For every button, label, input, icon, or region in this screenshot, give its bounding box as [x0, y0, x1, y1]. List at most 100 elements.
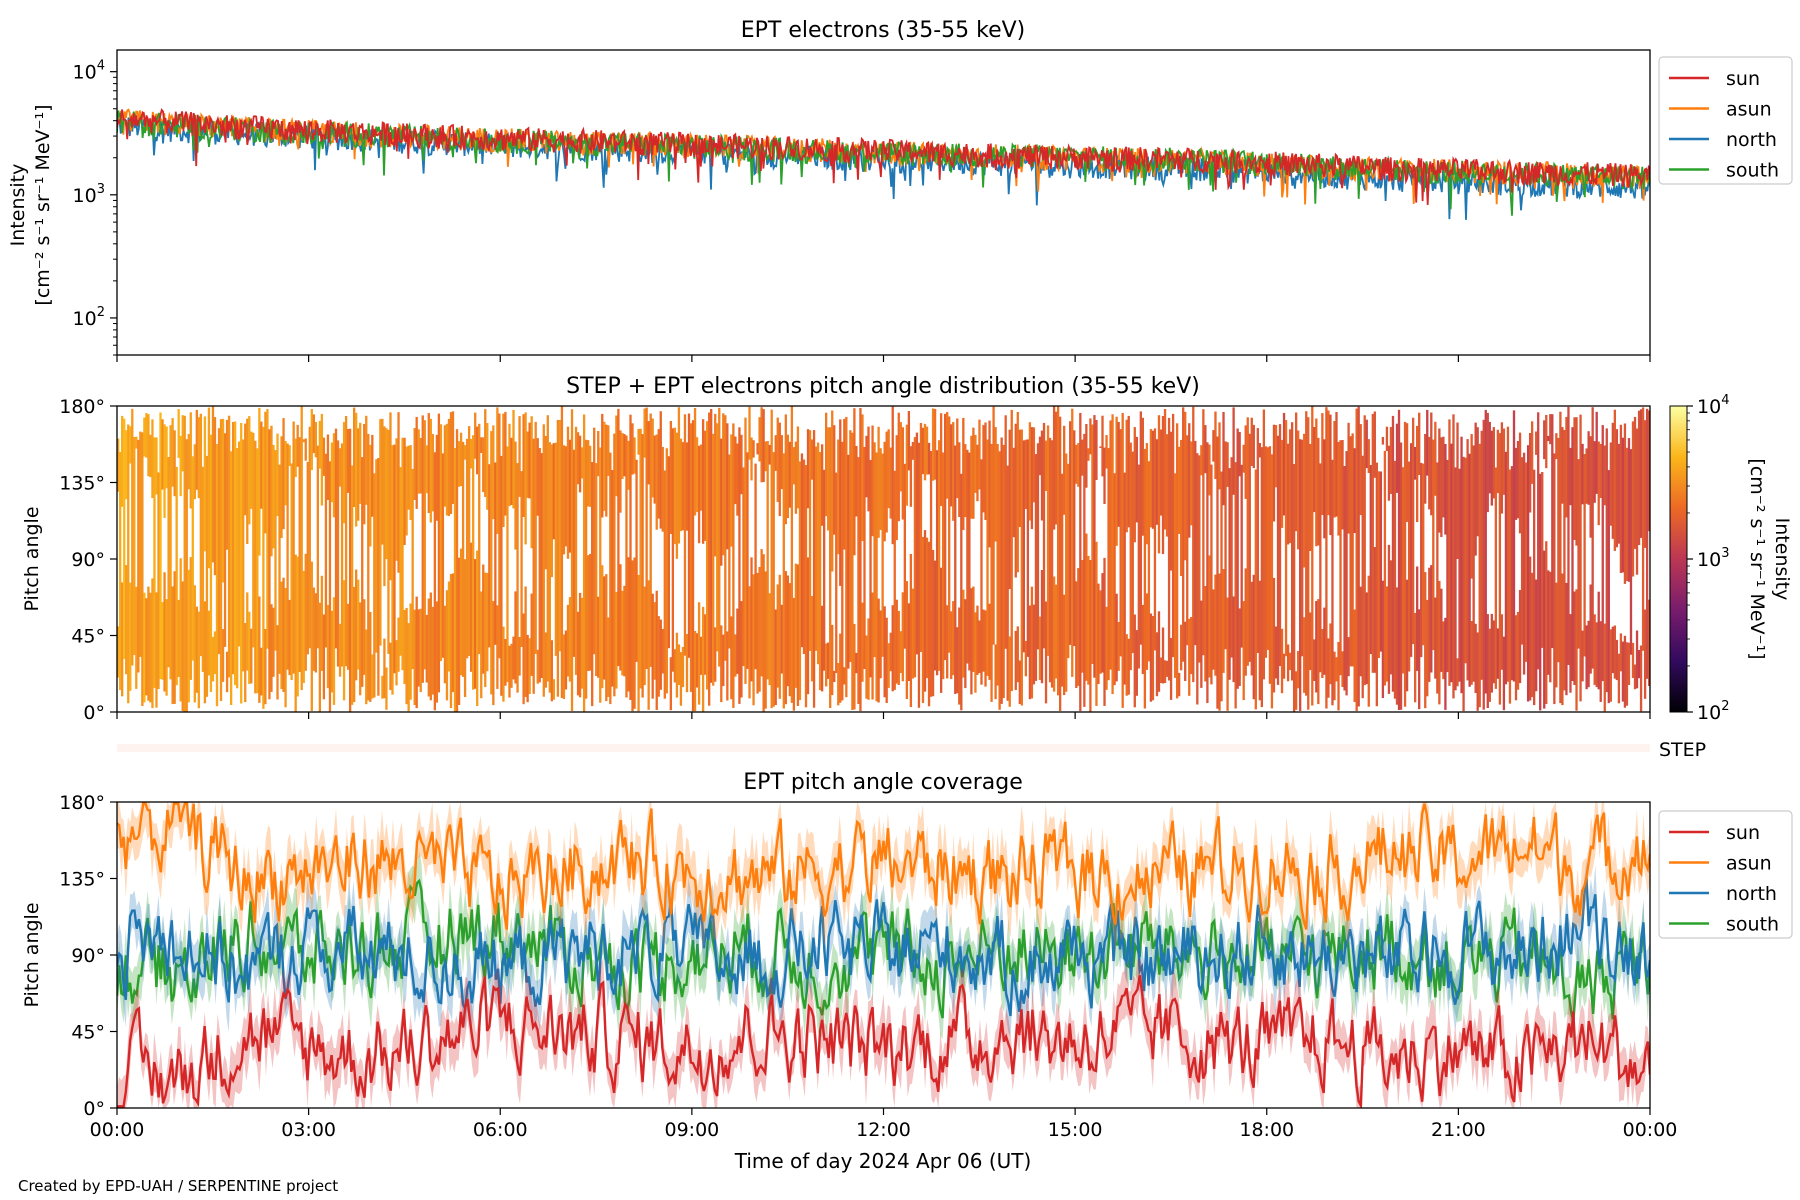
heatmap-cell [810, 596, 814, 682]
heatmap-cell [117, 626, 120, 678]
heatmap-cell [1202, 409, 1205, 656]
heatmap-cell [1609, 629, 1612, 702]
heatmap-cell [740, 434, 743, 495]
heatmap-cell [1637, 650, 1641, 679]
heatmap-cell [603, 421, 606, 511]
heatmap-cell [1373, 547, 1376, 673]
heatmap-cell [1089, 560, 1092, 712]
heatmap-cell [478, 423, 481, 655]
heatmap-cell [381, 418, 384, 545]
heatmap-cell [1169, 638, 1173, 700]
heatmap-cell [278, 464, 281, 674]
heatmap-cell [738, 427, 741, 704]
heatmap-cell [962, 417, 965, 530]
heatmap-cell [1058, 416, 1062, 711]
heatmap-cell [768, 444, 771, 465]
credit-text: Created by EPD-UAH / SERPENTINE project [18, 1177, 339, 1195]
heatmap-cell [195, 409, 198, 490]
heatmap-cell [1496, 429, 1500, 494]
heatmap-cell [653, 602, 656, 680]
heatmap-cell [778, 422, 781, 517]
heatmap-cell [1258, 580, 1261, 701]
heatmap-cell [1528, 556, 1532, 701]
heatmap-cell [948, 416, 951, 653]
heatmap-cell [996, 444, 999, 686]
heatmap-cell [1085, 424, 1088, 488]
heatmap-cell [897, 610, 900, 685]
heatmap-cell [1244, 425, 1247, 499]
heatmap-cell [710, 409, 713, 683]
heatmap-cell [480, 437, 483, 453]
heatmap-cell [1458, 468, 1461, 682]
heatmap-cell [599, 447, 602, 703]
heatmap-cell [1081, 439, 1084, 476]
y-tick-label: 135° [59, 473, 105, 495]
heatmap-cell [1383, 450, 1387, 686]
heatmap-cell [280, 436, 283, 538]
heatmap-cell [1252, 574, 1255, 700]
heatmap-cell [1250, 581, 1253, 676]
heatmap-cell [1188, 423, 1191, 538]
heatmap-cell [1409, 443, 1413, 657]
heatmap-cell [1024, 640, 1028, 677]
heatmap-cell [526, 431, 529, 498]
heatmap-cell [1103, 557, 1106, 706]
heatmap-cell [637, 428, 640, 455]
heatmap-cell [586, 555, 590, 671]
heatmap-cell [459, 432, 463, 486]
heatmap-cell [1127, 638, 1130, 695]
heatmap-cell [988, 603, 991, 680]
heatmap-cell [1018, 429, 1021, 527]
heatmap-cell [236, 448, 239, 689]
heatmap-cell [447, 418, 451, 516]
heatmap-cell [970, 588, 973, 695]
heatmap-cell [171, 418, 174, 487]
heatmap-cell [1014, 630, 1017, 690]
heatmap-cell [1545, 415, 1548, 469]
heatmap-cell [885, 431, 888, 533]
heatmap-cell [296, 556, 299, 697]
heatmap-cell [189, 412, 192, 509]
heatmap-cell [316, 445, 320, 649]
heatmap-cell [125, 430, 128, 500]
heatmap-cell [1389, 560, 1393, 675]
heatmap-cell [802, 459, 806, 654]
x-tick-label: 15:00 [1048, 1119, 1103, 1141]
heatmap-cell [593, 427, 596, 655]
heatmap-cell [1042, 422, 1046, 649]
heatmap-cell [1635, 630, 1639, 689]
heatmap-cell [841, 441, 844, 701]
heatmap-cell [123, 418, 126, 659]
heatmap-cell [843, 667, 846, 685]
heatmap-cell [1369, 465, 1372, 655]
y-tick-label: 103 [73, 182, 105, 207]
legend-label-south: south [1726, 914, 1779, 936]
heatmap-cell [1359, 586, 1362, 677]
heatmap-cell [1387, 544, 1391, 694]
heatmap-cell [528, 638, 531, 694]
heatmap-cell [359, 602, 362, 696]
heatmap-cell [1345, 451, 1348, 696]
heatmap-cell [1274, 425, 1278, 488]
heatmap-cell [1647, 410, 1650, 532]
heatmap-cell [667, 456, 670, 649]
heatmap-cell [143, 417, 146, 457]
heatmap-cell [695, 437, 699, 513]
heatmap-cell [865, 435, 868, 498]
heatmap-cell [173, 430, 176, 497]
x-axis-label: Time of day 2024 Apr 06 (UT) [734, 1149, 1032, 1173]
heatmap-cell [1248, 433, 1251, 662]
heatmap-cell [818, 452, 822, 691]
heatmap-cell [913, 437, 917, 678]
heatmap-cell [1514, 447, 1518, 520]
heatmap-cell [262, 426, 265, 709]
heatmap-cell [1593, 441, 1596, 503]
panel4-legend: sun asun north south [1658, 810, 1793, 939]
heatmap-cell [923, 530, 927, 692]
heatmap-cell [1337, 441, 1340, 536]
heatmap-cell [1530, 421, 1534, 484]
heatmap-cell [1561, 427, 1564, 504]
heatmap-cell [1353, 609, 1356, 702]
heatmap-cell [1559, 411, 1562, 704]
heatmap-cell [397, 412, 400, 573]
